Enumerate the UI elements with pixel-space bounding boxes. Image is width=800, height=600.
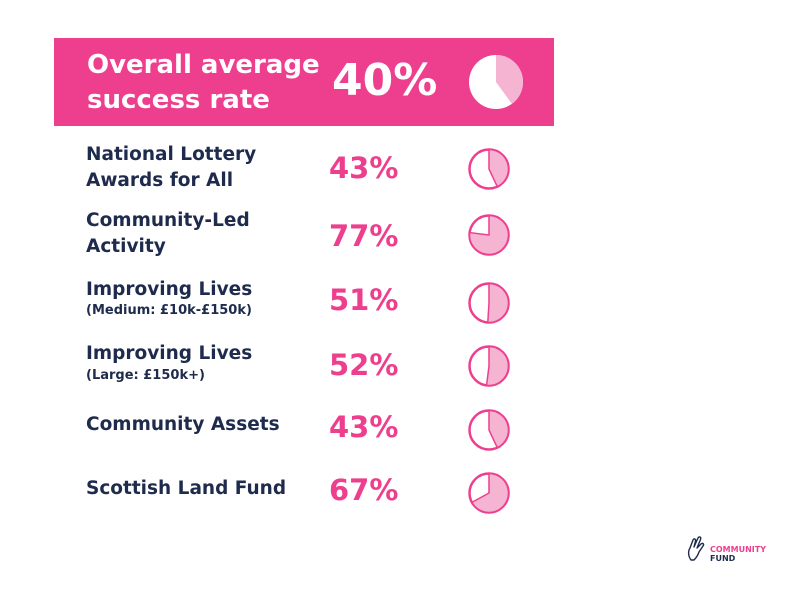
programme-name-line2: Awards for All (86, 170, 234, 191)
success-rate-pie (468, 472, 510, 514)
programme-name: Scottish Land Fund (86, 478, 287, 499)
success-rate-value: 77% (329, 219, 399, 253)
overall-success-banner: Overall average success rate 40% (54, 38, 554, 126)
success-rate-pie (468, 345, 510, 387)
success-rate-pie (468, 282, 510, 324)
pie-slice (485, 345, 510, 387)
overall-title-line2: success rate (87, 85, 270, 115)
programme-name-line1: National Lottery (86, 144, 257, 165)
success-rate-value: 43% (329, 410, 399, 444)
programme-name: Improving Lives (86, 279, 253, 300)
programme-row-community-assets: Community Assets 43% (86, 409, 526, 472)
success-rate-pie (468, 214, 510, 256)
programme-row-scottish-land-fund: Scottish Land Fund 67% (86, 472, 526, 536)
pie-slice (468, 214, 510, 256)
pie-slice (471, 472, 510, 514)
programme-row-community-led-activity: Community-Led Activity 77% (86, 208, 526, 268)
pie-slice (488, 148, 510, 188)
programme-name-line2: Activity (86, 236, 166, 257)
logo-line2: FUND (710, 554, 736, 563)
success-rate-pie (468, 409, 510, 451)
programme-row-awards-for-all: National Lottery Awards for All 43% (86, 142, 526, 202)
success-rate-value: 43% (329, 151, 399, 185)
logo-wordmark: COMMUNITY FUND (710, 545, 766, 563)
programme-name: Community Assets (86, 414, 280, 435)
logo-line1: COMMUNITY (710, 545, 767, 554)
crossed-fingers-icon (687, 536, 705, 561)
success-rate-value: 67% (329, 473, 399, 507)
programme-name: Community-Led Activity (86, 208, 316, 260)
overall-title-line1: Overall average (87, 50, 320, 80)
programme-subtitle: (Large: £150k+) (86, 368, 205, 383)
community-fund-logo: COMMUNITY FUND (686, 535, 778, 567)
programme-row-improving-lives-large: Improving Lives (Large: £150k+) 52% (86, 341, 526, 401)
programme-subtitle: (Medium: £10k-£150k) (86, 303, 252, 318)
programme-name-line1: Community-Led (86, 210, 250, 231)
overall-value: 40% (332, 55, 438, 106)
pie-slice (488, 409, 510, 449)
programme-row-improving-lives-medium: Improving Lives (Medium: £10k-£150k) 51% (86, 277, 526, 337)
overall-title: Overall average success rate (87, 48, 327, 118)
success-rate-value: 51% (329, 283, 399, 317)
overall-pie-slice (496, 55, 523, 104)
overall-pie-chart (469, 55, 523, 109)
success-rate-pie (468, 148, 510, 190)
pie-slice (487, 282, 510, 324)
success-rate-value: 52% (329, 348, 399, 382)
programme-name: Improving Lives (86, 343, 253, 364)
programme-name: National Lottery Awards for All (86, 142, 316, 194)
